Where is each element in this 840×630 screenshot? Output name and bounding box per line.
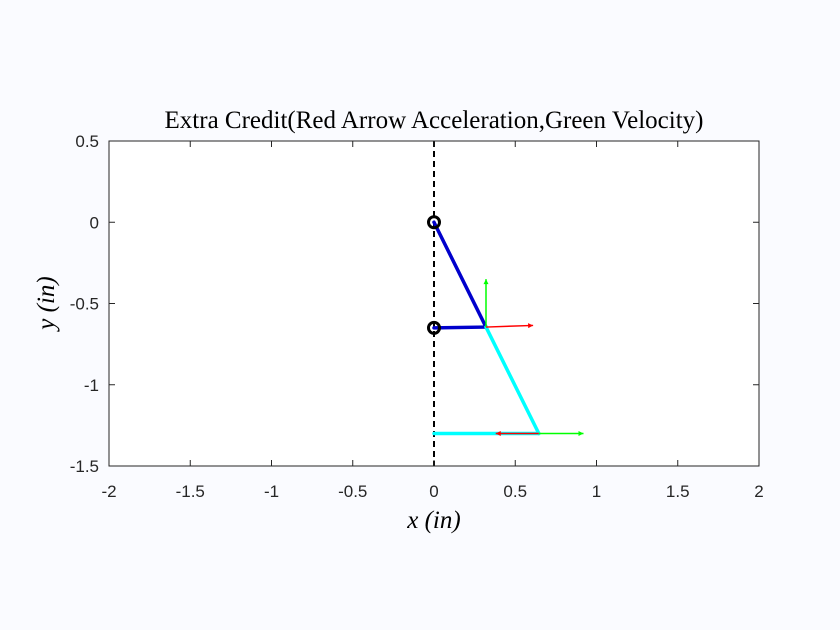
x-tick-label: 1 (592, 482, 601, 501)
x-tick-label: 0.5 (503, 482, 527, 501)
pivot-marker-2 (427, 320, 441, 335)
series-line-link-coupler (484, 325, 541, 436)
x-tick-label: 0 (429, 482, 438, 501)
vector-head-acceleration-2 (495, 431, 501, 436)
x-axis-label: x (in) (406, 507, 460, 534)
x-tick-label: -1.5 (176, 482, 205, 501)
tick-layer: -2 -1.5 -1 -0.5 0 0.5 1 1.5 20.50-0.5-1-1.5 (70, 132, 764, 501)
y-tick-label: -1 (84, 376, 99, 395)
y-tick-label: 0 (90, 213, 99, 232)
vector-head-acceleration-1 (528, 323, 534, 329)
y-tick-label: 0.5 (75, 132, 99, 151)
series-line-link-short (432, 325, 488, 330)
series-line-link-crank (432, 220, 488, 329)
x-tick-label: 2 (754, 482, 763, 501)
x-tick-label: -2 (101, 482, 116, 501)
vector-head-velocity-1 (483, 279, 489, 285)
vector-acceleration-1 (485, 324, 534, 328)
y-tick-label: -0.5 (70, 295, 99, 314)
chart-title: Extra Credit(Red Arrow Acceleration,Gree… (165, 107, 704, 134)
plot-layer (427, 141, 584, 466)
y-tick-label: -1.5 (70, 457, 99, 476)
x-tick-label: 1.5 (666, 482, 690, 501)
y-axis-label: y (in) (33, 276, 60, 332)
x-tick-label: -1 (264, 482, 279, 501)
pivot-marker-1 (427, 215, 441, 230)
x-tick-label: -0.5 (338, 482, 367, 501)
vector-head-velocity-2 (578, 431, 584, 436)
